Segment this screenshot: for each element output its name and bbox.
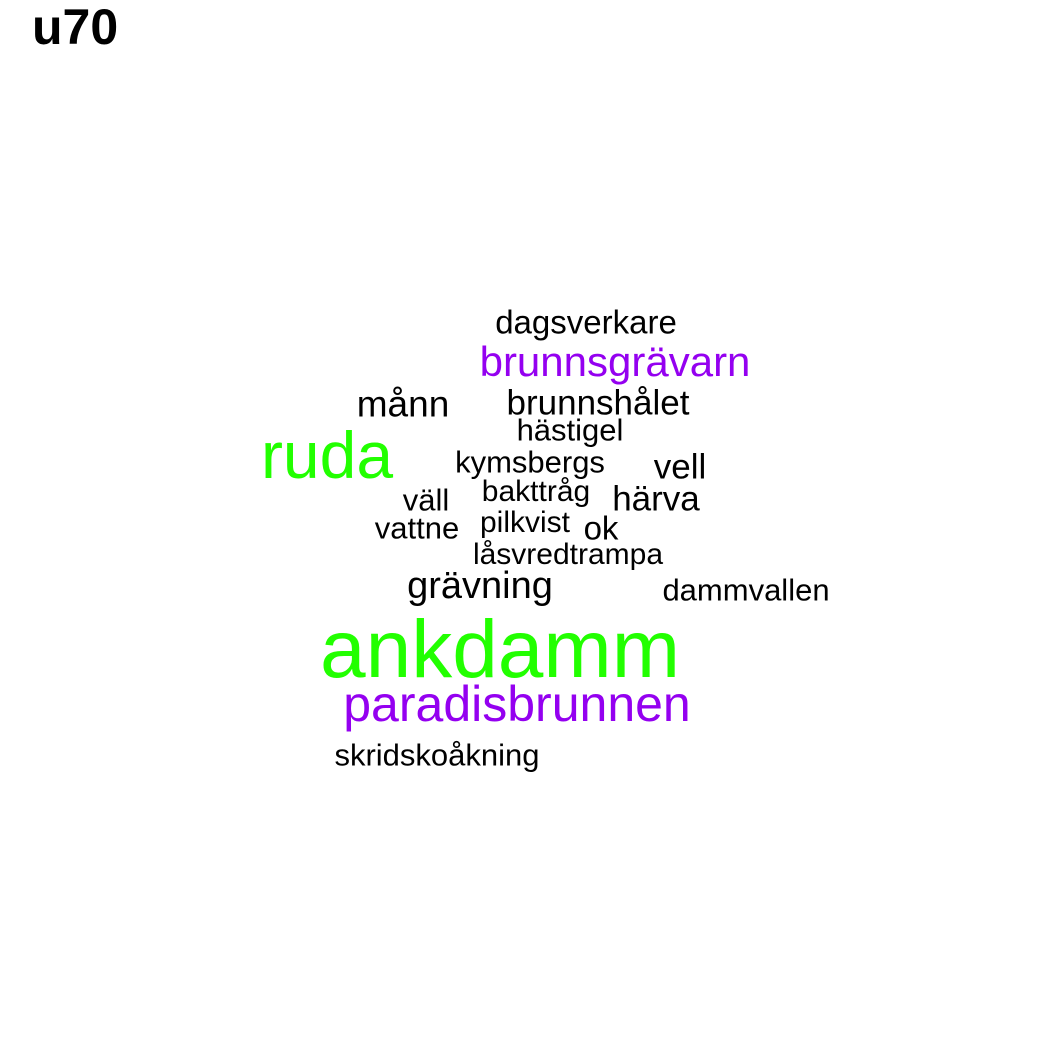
word-harva: härva [612,479,700,519]
word-vell: vell [653,447,707,487]
page-title: u70 [32,0,119,55]
word-vall: väll [402,482,450,518]
word-paradisbrunnen: paradisbrunnen [343,676,691,732]
word-brunnshalet: brunnshålet [506,383,690,423]
word-ok: ok [583,509,619,547]
word-dagsverkare: dagsverkare [495,303,677,341]
word-hastigel: hästigel [516,412,624,448]
word-lasvredtrampa: låsvredtrampa [472,538,664,571]
word-baktrag: bakttråg [481,475,591,508]
word-dammvallen: dammvallen [662,572,830,608]
word-gravning: grävning [407,565,553,607]
word-skridskoakning: skridskoåkning [334,737,540,773]
word-brunnsgravarn: brunnsgrävarn [479,338,751,385]
word-mann: månn [356,383,450,425]
word-ruda: ruda [260,418,394,492]
word-pilkvist: pilkvist [479,506,571,539]
word-kymsbergs: kymsbergs [455,444,605,480]
word-ankdamm: ankdamm [319,604,681,695]
word-vattne: vattne [374,510,460,546]
